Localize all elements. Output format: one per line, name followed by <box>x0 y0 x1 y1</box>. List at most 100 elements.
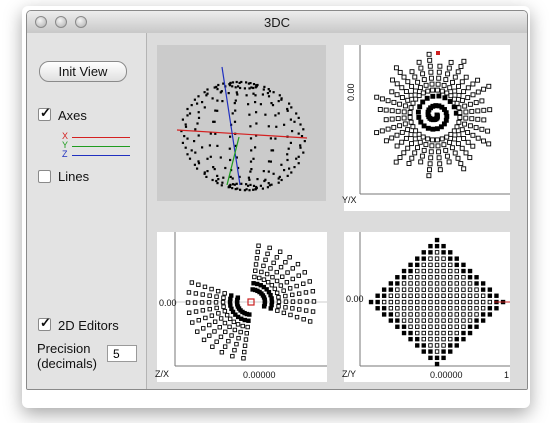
axis-y-label: Y <box>62 140 69 150</box>
yx-ray-point <box>465 139 471 145</box>
3d-point <box>247 82 250 85</box>
zx-fan-point <box>222 320 228 326</box>
zy-grid-point <box>480 293 486 298</box>
yx-ray-point <box>448 131 454 137</box>
3d-point <box>254 146 257 149</box>
yx-spiral-point <box>451 104 457 110</box>
zx-fan-point <box>229 333 234 338</box>
zy-grid-point <box>408 275 413 280</box>
3d-point <box>252 83 256 86</box>
zy-grid-point <box>434 268 440 274</box>
zy-grid-point <box>454 306 459 311</box>
zy-grid-point <box>401 293 407 298</box>
zx-fan-point <box>310 309 316 314</box>
zy-grid-point <box>461 268 466 274</box>
yx-ray-point <box>454 100 460 106</box>
3d-point <box>240 182 243 185</box>
yx-ray-point <box>402 103 408 109</box>
zx-fan-point <box>245 324 250 330</box>
zy-grid-point <box>428 318 433 323</box>
zy-view[interactable]: Z/Y 0.00 0.00000 1 <box>342 232 510 382</box>
zy-grid-point <box>448 330 453 336</box>
zx-fan-point <box>244 331 249 336</box>
zx-fan-point <box>243 337 249 342</box>
lines-checkbox[interactable] <box>38 170 51 183</box>
yx-ray-point <box>457 110 463 116</box>
yx-spiral-point <box>420 99 426 105</box>
yx-ray-point <box>459 79 465 85</box>
zy-grid-point <box>401 330 407 336</box>
zy-grid-point <box>428 324 433 329</box>
yx-view[interactable]: Y/X 0.00 <box>342 45 510 211</box>
title-bar[interactable]: 3DC <box>27 11 527 34</box>
yx-spiral-point <box>421 123 427 129</box>
yx-ray-point <box>441 142 447 148</box>
3d-point <box>229 175 232 178</box>
zx-fan-point <box>222 291 227 296</box>
zy-grid-point <box>428 268 433 274</box>
3d-point <box>267 125 270 128</box>
3d-point <box>302 151 305 154</box>
3d-point <box>234 109 237 112</box>
zy-grid-point <box>428 275 433 280</box>
axes-checkbox[interactable]: ✓ <box>38 105 51 121</box>
3d-point <box>254 86 257 89</box>
zy-grid-point <box>434 306 440 311</box>
precision-input[interactable]: 5 <box>107 345 137 362</box>
3d-point <box>216 144 219 147</box>
yx-ray-point <box>394 92 400 98</box>
zy-grid-point <box>428 256 433 261</box>
zx-fan-point <box>265 279 271 285</box>
yx-ray-point <box>475 77 481 83</box>
yx-ray-point <box>412 150 418 156</box>
3d-point <box>212 120 215 123</box>
3d-point <box>215 85 218 88</box>
yx-ray-point <box>461 89 467 95</box>
zy-grid-point <box>434 256 440 261</box>
minimize-button[interactable] <box>55 16 67 28</box>
zy-grid-point <box>401 306 407 311</box>
yx-ray-point <box>416 59 422 65</box>
yx-ray-point <box>459 145 465 151</box>
zy-grid-point <box>467 312 473 317</box>
3d-point <box>238 81 241 84</box>
zx-fan-point <box>307 279 312 284</box>
zy-grid-point <box>428 312 433 317</box>
zx-fan-point <box>207 293 212 298</box>
3d-point <box>271 149 275 152</box>
zy-grid-point <box>415 330 420 336</box>
zy-grid-point <box>401 312 407 317</box>
yx-ray-point <box>399 95 405 100</box>
zy-grid-point <box>454 299 459 305</box>
yx-ray-point <box>451 96 457 102</box>
3d-point <box>267 170 270 173</box>
zy-grid-point <box>434 312 440 317</box>
zy-grid-point <box>408 293 413 298</box>
3d-point <box>201 146 204 149</box>
yx-ray-point <box>451 128 457 134</box>
zy-grid-point <box>474 324 479 329</box>
3d-view[interactable] <box>157 45 326 201</box>
3d-point <box>263 85 266 88</box>
yx-ray-point <box>416 131 422 137</box>
yx-ray-point <box>454 124 460 130</box>
yx-ray-point <box>393 159 399 165</box>
yx-spiral-point <box>436 93 442 99</box>
yx-ray-point <box>385 98 391 104</box>
3d-point <box>254 188 257 191</box>
3d-point <box>216 182 219 185</box>
3d-point <box>290 106 293 109</box>
zoom-button[interactable] <box>75 16 87 28</box>
zy-grid-point <box>448 275 453 280</box>
zx-view[interactable]: Z/X 0.00 0.00000 <box>155 232 327 382</box>
3d-point <box>231 177 234 180</box>
yx-axis-label: Y/X <box>342 195 357 205</box>
init-view-button[interactable]: Init View <box>39 61 127 82</box>
2d-editors-checkbox[interactable]: ✓ <box>38 315 51 331</box>
zx-fan-point <box>207 306 212 312</box>
zy-grid-point <box>434 299 440 305</box>
3d-point <box>183 135 186 138</box>
zy-grid-point <box>494 293 499 298</box>
close-button[interactable] <box>35 16 47 28</box>
zy-grid-point <box>461 336 466 342</box>
